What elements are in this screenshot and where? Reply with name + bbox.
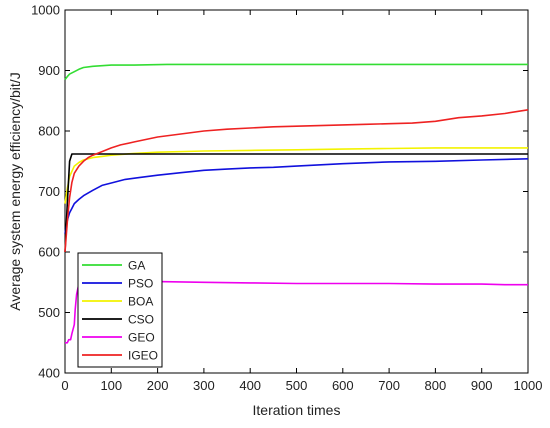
series-line-igeo — [64, 109, 529, 253]
series-layer — [64, 63, 529, 344]
x-tick-label: 0 — [61, 378, 68, 393]
x-tick-label: 800 — [425, 378, 447, 393]
legend-label-geo: GEO — [128, 331, 155, 345]
y-axis: 400 500 600 700 800 900 1000 — [31, 3, 528, 381]
y-tick-label: 500 — [38, 305, 60, 320]
series-line-cso — [64, 153, 528, 253]
series-line-ga — [64, 63, 528, 81]
legend-box — [77, 252, 163, 368]
x-tick-label: 500 — [286, 378, 308, 393]
legend-label-igeo: IGEO — [128, 349, 158, 363]
legend-label-boa: BOA — [128, 295, 153, 309]
legend-label-ga: GA — [128, 259, 145, 273]
y-tick-label: 600 — [38, 245, 60, 260]
x-tick-label: 400 — [239, 378, 261, 393]
x-axis-label: Iteration times — [253, 402, 341, 418]
y-tick-label: 800 — [38, 124, 60, 139]
y-tick-label: 1000 — [31, 3, 60, 18]
legend: GA PSO BOA CSO GEO IGEO — [77, 252, 163, 368]
x-tick-label: 900 — [471, 378, 493, 393]
x-tick-label: 700 — [378, 378, 400, 393]
y-axis-label: Average system energy efficiency/bit/J — [7, 72, 23, 310]
x-axis: 0 100 200 300 400 500 600 700 800 900 1000 — [61, 10, 542, 393]
x-tick-label: 100 — [100, 378, 122, 393]
x-tick-label: 1000 — [514, 378, 543, 393]
y-tick-label: 900 — [38, 63, 60, 78]
y-tick-label: 700 — [38, 184, 60, 199]
x-tick-label: 600 — [332, 378, 354, 393]
legend-label-cso: CSO — [128, 313, 154, 327]
series-line-pso — [64, 158, 529, 234]
legend-label-pso: PSO — [128, 277, 153, 291]
y-tick-label: 400 — [38, 366, 60, 381]
x-tick-label: 300 — [193, 378, 215, 393]
x-tick-label: 200 — [147, 378, 169, 393]
